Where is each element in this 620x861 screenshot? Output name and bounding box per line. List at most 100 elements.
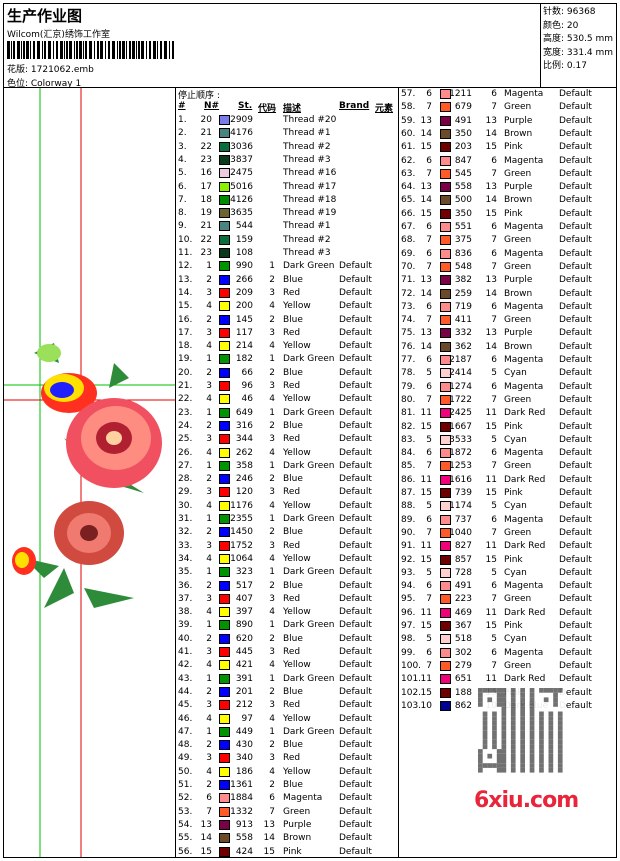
cell-brand: Default <box>339 700 372 711</box>
table-row: 3. 22 3036 Thread #2 <box>175 141 397 154</box>
cell-needle: 7 <box>426 102 432 113</box>
cell-desc: Red <box>283 540 301 551</box>
cell-idx: 31. <box>178 514 193 524</box>
color-swatch <box>440 514 451 525</box>
cell-desc: Thread #16 <box>283 168 337 179</box>
cell-desc: Magenta <box>504 248 544 259</box>
cell-code: 11 <box>485 474 497 485</box>
cell-st: 375 <box>454 235 472 246</box>
cell-st: 449 <box>235 726 253 737</box>
barcode-bar <box>56 41 58 59</box>
cell-st: 411 <box>454 315 472 326</box>
cell-needle: 4 <box>206 607 212 618</box>
cell-st: 97 <box>241 713 253 724</box>
color-swatch <box>219 780 230 790</box>
table-row: 83. 5 3533 5 Cyan Default <box>398 434 620 447</box>
cell-needle: 6 <box>206 793 212 804</box>
cell-desc: Brown <box>283 833 312 844</box>
barcode-bar <box>136 41 137 59</box>
cell-code: 4 <box>269 766 275 777</box>
cell-brand: Default <box>339 420 372 431</box>
table-row: 15. 4 200 4 Yellow Default <box>175 300 397 313</box>
color-swatch <box>219 341 230 352</box>
table-row: 63. 7 545 7 Green Default <box>398 168 620 181</box>
qr-module <box>529 702 535 707</box>
cell-brand: Default <box>339 793 372 804</box>
cell-idx: 19. <box>178 354 193 365</box>
cell-code: 6 <box>491 248 497 259</box>
color-swatch <box>440 168 451 179</box>
cell-idx: 65. <box>401 195 416 206</box>
barcode-bar <box>85 41 87 59</box>
qr-module <box>548 758 554 764</box>
watermark-logo: 6xiu.com <box>474 788 579 813</box>
table-row: 81. 11 2425 11 Dark Red Default <box>398 407 620 420</box>
table-row: 98. 5 518 5 Cyan Default <box>398 633 620 646</box>
cell-desc: Blue <box>283 633 303 644</box>
cell-code: 15 <box>485 621 497 631</box>
color-swatch <box>440 434 451 445</box>
cell-brand: Default <box>339 833 372 844</box>
table-row: 72. 14 259 14 Brown Default <box>398 288 620 301</box>
cell-idx: 85. <box>401 461 416 472</box>
cell-brand: Default <box>339 633 372 644</box>
qr-module <box>557 725 563 731</box>
barcode-bar <box>129 41 131 59</box>
qr-module <box>510 725 516 731</box>
cell-desc: Magenta <box>504 581 544 592</box>
qr-module <box>520 753 525 759</box>
cell-code: 14 <box>485 341 497 352</box>
cell-code: 11 <box>485 607 497 618</box>
qr-module <box>520 735 525 740</box>
cell-needle: 4 <box>206 553 212 564</box>
cell-desc: Yellow <box>283 766 311 777</box>
cell-brand: Default <box>339 527 372 538</box>
cell-idx: 5. <box>178 168 187 179</box>
qr-module <box>510 735 516 740</box>
cell-needle: 10 <box>420 700 432 711</box>
color-swatch <box>219 248 230 258</box>
qr-module <box>557 730 563 735</box>
cell-desc: Green <box>504 261 532 272</box>
cell-desc: Purple <box>504 275 533 286</box>
cell-idx: 73. <box>401 301 416 312</box>
cell-st: 518 <box>454 634 472 645</box>
cell-st: 1722 <box>449 394 472 405</box>
barcode-bar <box>141 41 144 59</box>
cell-needle: 13 <box>420 115 432 126</box>
table-row: 61. 15 203 15 Pink Default <box>398 141 620 154</box>
cell-idx: 23. <box>178 407 193 418</box>
cell-brand: Default <box>559 355 592 365</box>
qr-module <box>520 730 525 735</box>
color-swatch <box>219 726 230 737</box>
cell-desc: Purple <box>504 182 533 193</box>
qr-module <box>478 753 483 759</box>
color-swatch <box>219 407 230 418</box>
cell-idx: 76. <box>401 341 416 352</box>
table-row: 40. 2 620 2 Blue Default <box>175 633 397 646</box>
cell-idx: 88. <box>401 501 416 512</box>
qr-module <box>529 711 535 717</box>
cell-brand: Default <box>559 461 592 472</box>
cell-code: 6 <box>491 448 497 459</box>
color-swatch <box>219 553 230 564</box>
qr-module <box>482 716 488 721</box>
cell-brand: Default <box>559 261 592 272</box>
color-swatch <box>440 567 451 578</box>
table-row: 68. 7 375 7 Green Default <box>398 234 620 247</box>
qr-module <box>529 749 535 754</box>
cell-idx: 3. <box>178 141 187 152</box>
cell-brand: Default <box>559 208 592 219</box>
cell-brand: Default <box>559 394 592 405</box>
cell-idx: 68. <box>401 235 416 246</box>
color-swatch <box>219 301 230 312</box>
cell-idx: 79. <box>401 381 416 392</box>
cell-brand: Default <box>339 567 372 578</box>
color-swatch <box>219 660 230 671</box>
cell-idx: 91. <box>401 541 416 552</box>
cell-st: 836 <box>454 248 472 259</box>
cell-desc: Dark Green <box>283 460 335 471</box>
design-scale: 比例: 0.17 <box>543 61 587 71</box>
qr-module <box>510 716 516 721</box>
color-swatch <box>219 168 230 179</box>
